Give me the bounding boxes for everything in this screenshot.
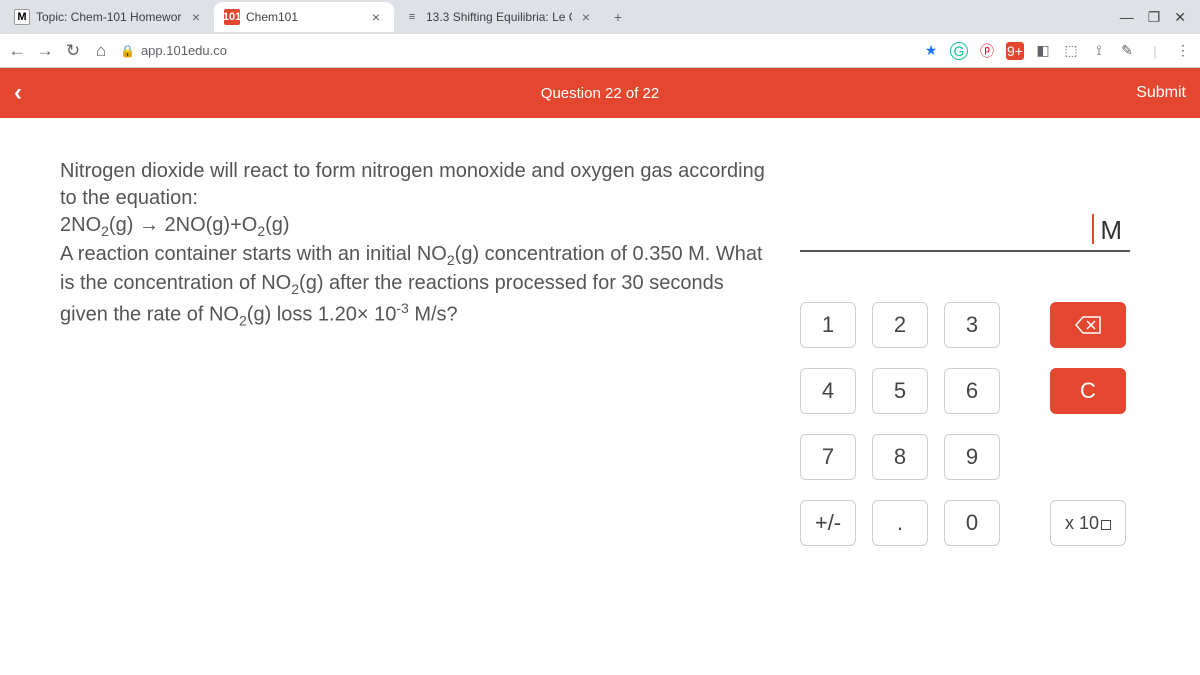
question-counter: Question 22 of 22 <box>541 85 659 102</box>
browser-tab[interactable]: ≡ 13.3 Shifting Equilibria: Le Châte × <box>394 2 604 32</box>
key-8[interactable]: 8 <box>872 434 928 480</box>
forward-button[interactable]: → <box>36 41 54 61</box>
grammarly-icon[interactable]: G <box>950 42 968 60</box>
equation-part: 2NO <box>60 214 101 236</box>
key-4[interactable]: 4 <box>800 368 856 414</box>
close-icon[interactable]: × <box>188 9 204 25</box>
browser-tab[interactable]: 101 Chem101 × <box>214 2 394 32</box>
restore-icon[interactable]: ❐ <box>1148 9 1161 26</box>
lock-icon: 🔒 <box>120 44 135 58</box>
extension-icon[interactable]: ✎ <box>1118 42 1136 60</box>
tab-favicon: M <box>14 9 30 25</box>
separator: | <box>1146 42 1164 60</box>
key-5[interactable]: 5 <box>872 368 928 414</box>
close-window-icon[interactable]: ✕ <box>1174 9 1186 26</box>
equation-part: (g) <box>109 214 133 236</box>
browser-tab[interactable]: M Topic: Chem-101 Homework Qu × <box>4 2 214 32</box>
equation-part: (g) <box>265 214 289 236</box>
answer-pad: M 1 2 3 4 5 6 7 8 9 +/- . 0 <box>800 158 1160 546</box>
extension-icon[interactable]: ◧ <box>1034 42 1052 60</box>
question-line: (g) loss 1.20× 10 <box>247 303 397 325</box>
close-icon[interactable]: × <box>368 9 384 25</box>
key-dot[interactable]: . <box>872 500 928 546</box>
answer-unit: M <box>1100 215 1122 246</box>
spacer <box>1050 434 1126 480</box>
tab-title: 13.3 Shifting Equilibria: Le Châte <box>426 10 572 24</box>
browser-toolbar: ← → ↻ ⌂ 🔒 app.101edu.co ★ G ⓟ 9+ ◧ ⬚ ⟟ ✎… <box>0 34 1200 68</box>
key-3[interactable]: 3 <box>944 302 1000 348</box>
question-line: M/s? <box>409 303 458 325</box>
minimize-icon[interactable]: — <box>1120 9 1134 26</box>
number-grid: 1 2 3 4 5 6 7 8 9 +/- . 0 <box>800 302 1000 546</box>
key-sign[interactable]: +/- <box>800 500 856 546</box>
key-6[interactable]: 6 <box>944 368 1000 414</box>
new-tab-button[interactable]: + <box>604 9 632 25</box>
home-button[interactable]: ⌂ <box>92 41 110 61</box>
reload-button[interactable]: ↻ <box>64 41 82 61</box>
url-text: app.101edu.co <box>141 43 227 58</box>
key-0[interactable]: 0 <box>944 500 1000 546</box>
back-button[interactable]: ← <box>8 41 26 61</box>
key-9[interactable]: 9 <box>944 434 1000 480</box>
more-icon[interactable]: ⋮ <box>1174 42 1192 60</box>
browser-chrome: M Topic: Chem-101 Homework Qu × 101 Chem… <box>0 0 1200 68</box>
key-7[interactable]: 7 <box>800 434 856 480</box>
backspace-icon <box>1075 316 1101 334</box>
back-chevron-icon[interactable]: ‹ <box>14 79 22 107</box>
equation-part: 2NO(g)+O <box>165 214 258 236</box>
address-bar[interactable]: 🔒 app.101edu.co <box>120 43 227 58</box>
pinterest-icon[interactable]: ⓟ <box>978 42 996 60</box>
tab-strip: M Topic: Chem-101 Homework Qu × 101 Chem… <box>0 0 1200 34</box>
tab-favicon: 101 <box>224 9 240 25</box>
clear-button[interactable]: C <box>1050 368 1126 414</box>
window-controls: — ❐ ✕ <box>1120 9 1196 26</box>
tab-title: Topic: Chem-101 Homework Qu <box>36 10 182 24</box>
content-area: Nitrogen dioxide will react to form nitr… <box>0 118 1200 546</box>
answer-input[interactable]: M <box>800 208 1130 252</box>
toolbar-right-icons: ★ G ⓟ 9+ ◧ ⬚ ⟟ ✎ | ⋮ <box>922 42 1192 60</box>
tab-title: Chem101 <box>246 10 362 24</box>
key-1[interactable]: 1 <box>800 302 856 348</box>
app-header: ‹ Question 22 of 22 Submit <box>0 68 1200 118</box>
exponent-button[interactable]: x 10 <box>1050 500 1126 546</box>
tab-favicon: ≡ <box>404 9 420 25</box>
exponent-label: x 10 <box>1065 513 1099 534</box>
backspace-button[interactable] <box>1050 302 1126 348</box>
function-keys: C x 10 <box>1050 302 1126 546</box>
bookmark-icon[interactable]: ★ <box>922 42 940 60</box>
question-line: Nitrogen dioxide will react to form nitr… <box>60 160 765 209</box>
submit-button[interactable]: Submit <box>1136 84 1186 102</box>
arrow-icon: → <box>139 214 159 236</box>
question-text: Nitrogen dioxide will react to form nitr… <box>60 158 770 546</box>
keypad: 1 2 3 4 5 6 7 8 9 +/- . 0 <box>800 302 1126 546</box>
close-icon[interactable]: × <box>578 9 594 25</box>
key-2[interactable]: 2 <box>872 302 928 348</box>
extension-icon[interactable]: ⟟ <box>1090 42 1108 60</box>
question-line: A reaction container starts with an init… <box>60 243 447 265</box>
text-cursor <box>1092 214 1094 244</box>
exponent-box-icon <box>1101 520 1111 530</box>
extension-icon[interactable]: ⬚ <box>1062 42 1080 60</box>
extension-badge-icon[interactable]: 9+ <box>1006 42 1024 60</box>
